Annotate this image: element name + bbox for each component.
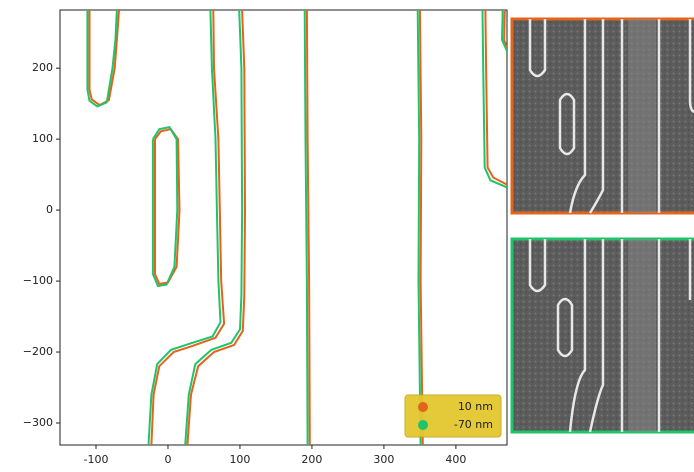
y-tick-label: −100	[23, 274, 53, 287]
legend-label: -70 nm	[454, 418, 493, 431]
contour-line	[86, 10, 507, 445]
legend-marker	[418, 420, 428, 430]
sem-panel-top	[510, 17, 694, 215]
x-tick-label: 0	[164, 453, 171, 466]
x-tick-label: 200	[301, 453, 322, 466]
legend-marker	[418, 402, 428, 412]
x-tick-label: 100	[229, 453, 250, 466]
y-tick-label: 0	[46, 203, 53, 216]
plot-frame	[59, 9, 508, 446]
x-tick-label: 300	[373, 453, 394, 466]
legend-box	[404, 394, 502, 438]
x-tick-label: -100	[84, 453, 109, 466]
sem-panel-bottom	[510, 237, 694, 434]
y-tick-label: 100	[32, 132, 53, 145]
legend-label: 10 nm	[458, 400, 493, 413]
y-tick-label: 200	[32, 61, 53, 74]
y-tick-label: −300	[23, 416, 53, 429]
y-tick-label: −200	[23, 345, 53, 358]
x-tick-label: 400	[445, 453, 466, 466]
